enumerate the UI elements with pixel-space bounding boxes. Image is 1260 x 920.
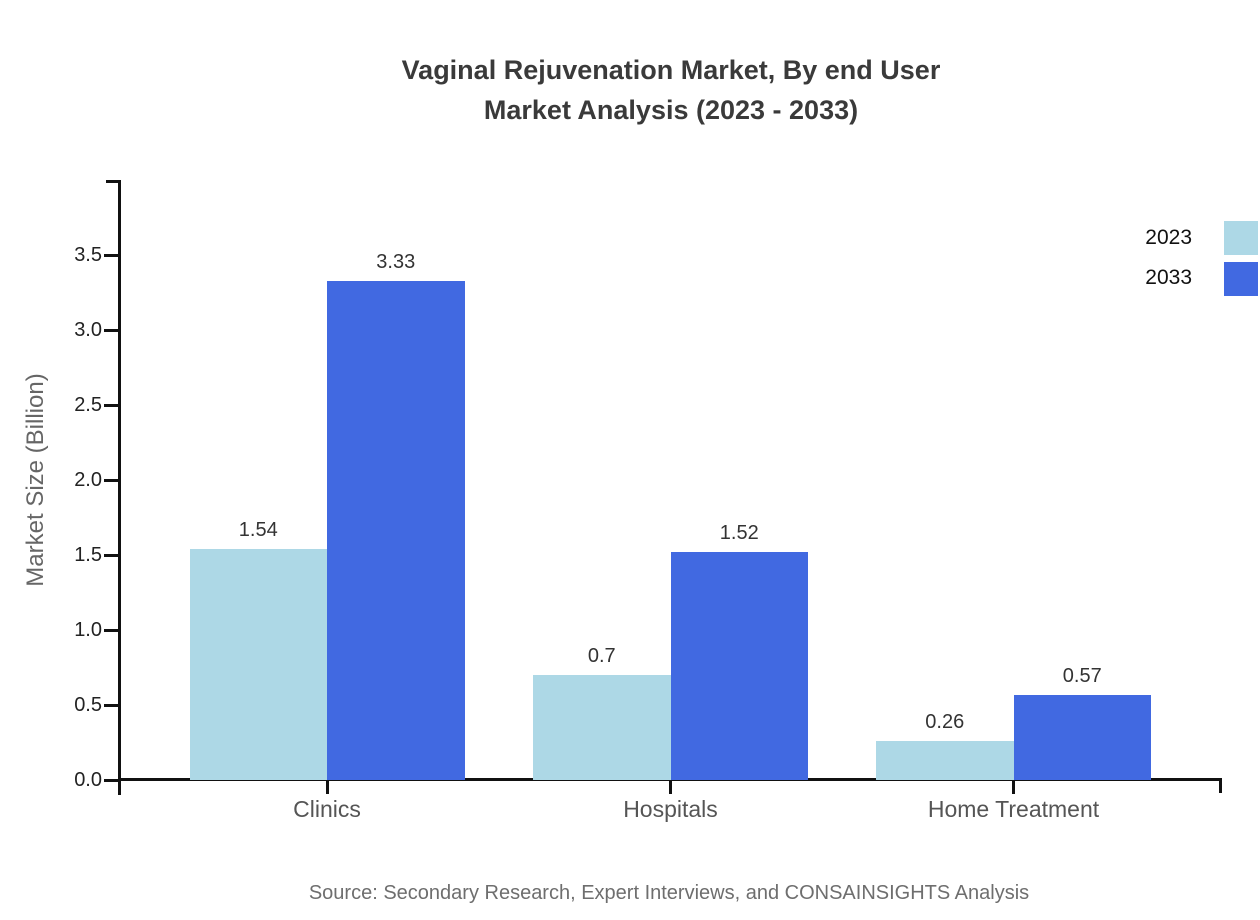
y-tick-label: 0.5	[74, 694, 102, 716]
bar-value-label: 0.26	[925, 711, 965, 733]
x-category-label: Clinics	[293, 796, 361, 822]
y-tick-label: 2.0	[74, 469, 102, 491]
y-axis-top-cap	[106, 180, 121, 183]
y-tick-label: 3.5	[74, 244, 102, 266]
y-tick-mark	[104, 253, 118, 257]
bar-2033-Home Treatment	[1013, 694, 1151, 780]
y-tick-mark	[104, 403, 118, 407]
y-tick-mark	[104, 328, 118, 332]
legend-label-2023: 2023	[1145, 226, 1192, 249]
y-tick-mark	[104, 778, 118, 782]
x-tick-mark	[669, 781, 672, 794]
y-axis-spine	[118, 180, 121, 795]
y-tick-mark	[104, 478, 118, 482]
bar-value-label: 3.33	[376, 250, 416, 273]
bar-value-label: 0.7	[587, 645, 616, 667]
chart-title: Vaginal Rejuvenation Market, By end User…	[120, 50, 1222, 130]
legend-label-2033: 2033	[1145, 266, 1192, 289]
y-tick-label: 0.0	[74, 769, 102, 791]
chart-title-line1: Vaginal Rejuvenation Market, By end User	[401, 55, 941, 85]
y-tick-label: 1.5	[74, 544, 102, 566]
chart-title-line2: Market Analysis (2023 - 2033)	[483, 95, 859, 125]
x-category-label: Home Treatment	[927, 796, 1100, 822]
y-tick-mark	[104, 703, 118, 707]
y-tick-label: 2.5	[74, 394, 102, 416]
x-tick-mark	[325, 781, 329, 794]
y-tick-label: 1.0	[74, 619, 102, 641]
legend-swatch-2033-icon	[1224, 262, 1258, 296]
y-tick-mark	[104, 628, 118, 632]
x-tick-mark	[1012, 781, 1015, 794]
y-tick-label: 3.0	[74, 319, 102, 341]
legend-swatch-2023-icon	[1224, 221, 1258, 255]
bar-value-label: 1.54	[238, 519, 278, 541]
bar-2023-Home Treatment	[876, 741, 1014, 780]
bar-value-label: 1.52	[719, 522, 759, 544]
x-category-label: Hospitals	[623, 796, 718, 822]
bar-2023-Hospitals	[533, 675, 671, 780]
bar-2033-Clinics	[327, 280, 465, 780]
bar-2033-Hospitals	[670, 552, 808, 780]
source-attribution: Source: Secondary Research, Expert Inter…	[308, 882, 1030, 904]
bar-2023-Clinics	[189, 549, 327, 780]
bar-value-label: 0.57	[1062, 664, 1102, 687]
x-axis-right-cap	[1219, 780, 1222, 793]
y-tick-mark	[104, 553, 118, 557]
